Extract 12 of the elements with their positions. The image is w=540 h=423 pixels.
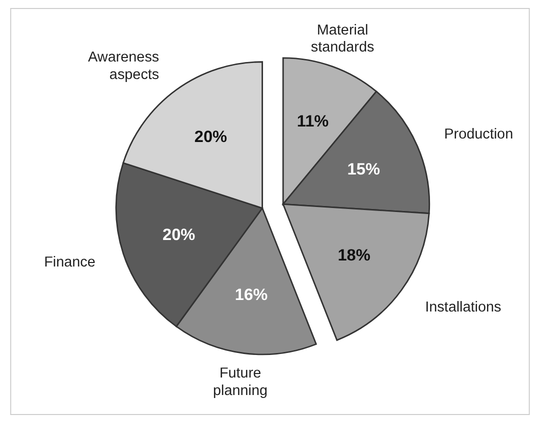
data-label: 18% — [338, 246, 371, 265]
data-label: 15% — [347, 160, 380, 178]
slice-label: Awareness aspects — [88, 49, 160, 83]
slice-label: Future planning — [213, 366, 268, 399]
slice-label: Installations — [425, 299, 502, 316]
data-label: 16% — [234, 286, 268, 304]
slice-label: Production — [444, 126, 514, 142]
data-label: 20% — [194, 128, 228, 146]
data-label: 11% — [296, 112, 330, 131]
slice-label: Finance — [44, 254, 96, 270]
slice-label: Material standards — [310, 22, 374, 56]
data-label: 20% — [162, 226, 196, 244]
